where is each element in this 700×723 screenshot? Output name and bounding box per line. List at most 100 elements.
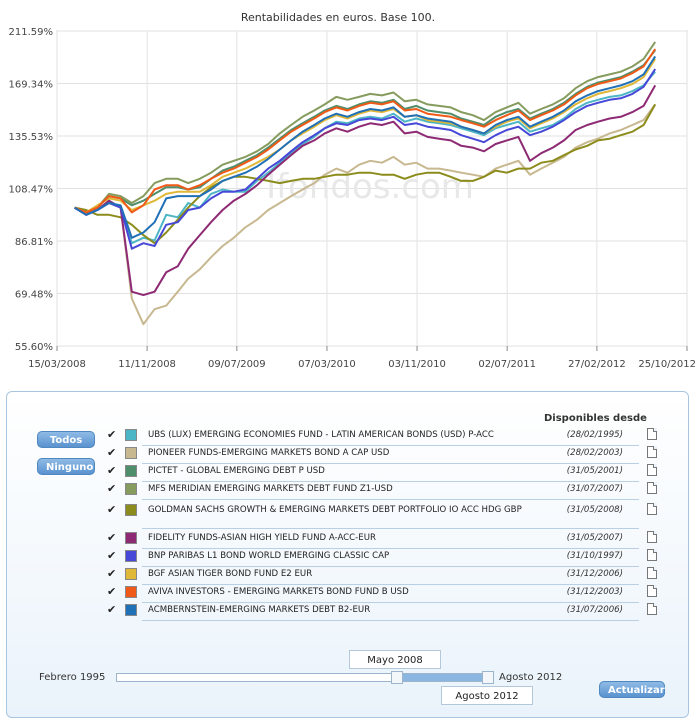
- document-icon[interactable]: [647, 567, 657, 579]
- x-tick-label: 25/10/2012: [638, 359, 696, 370]
- document-icon[interactable]: [647, 482, 657, 494]
- fund-available-date: (28/02/1995): [566, 430, 623, 440]
- series-line-fidelity-funds-asian-high-yield-fund-a-a: [74, 84, 657, 297]
- fund-row: ✔ MFS MERIDIAN EMERGING MARKETS DEBT FUND…: [107, 481, 687, 500]
- fund-available-date: (31/05/2007): [566, 533, 623, 543]
- fund-color-swatch: [125, 568, 137, 580]
- fund-row: ✔ PIONEER FUNDS-EMERGING MARKETS BOND A C…: [107, 445, 687, 464]
- fund-checkbox[interactable]: ✔: [107, 503, 117, 516]
- fund-checkbox[interactable]: ✔: [107, 567, 117, 580]
- series-line-goldman-sachs-growth-emerging-markets-de: [74, 103, 657, 245]
- x-tick-label: 09/07/2009: [208, 359, 266, 370]
- fund-available-date: (31/05/2008): [566, 505, 623, 515]
- fund-name: PIONEER FUNDS-EMERGING MARKETS BOND A CA…: [148, 448, 390, 458]
- update-button[interactable]: Actualizar: [599, 681, 665, 698]
- range-from-value: Mayo 2008: [349, 650, 441, 669]
- fund-color-swatch: [125, 604, 137, 616]
- fund-name: AVIVA INVESTORS - EMERGING MARKETS BOND …: [148, 587, 409, 597]
- fund-selector-panel: Todos Ninguno Disponibles desde ✔ UBS (LU…: [6, 391, 689, 718]
- fund-row: ✔ FIDELITY FUNDS-ASIAN HIGH YIELD FUND A-…: [107, 530, 687, 549]
- fund-available-date: (31/10/1997): [566, 551, 623, 561]
- date-range-slider[interactable]: [116, 671, 494, 684]
- fund-name: FIDELITY FUNDS-ASIAN HIGH YIELD FUND A-A…: [148, 533, 376, 543]
- fund-color-swatch: [125, 532, 137, 544]
- series-line-acmbernstein-emerging-markets-debt-b2-eu: [74, 55, 657, 239]
- document-icon[interactable]: [647, 446, 657, 458]
- series-line-mfs-meridian-emerging-markets-debt-fund-: [74, 41, 657, 214]
- document-icon[interactable]: [647, 428, 657, 440]
- fund-available-date: (28/02/2003): [566, 448, 623, 458]
- series-line-bgf-asian-tiger-bond-fund-e2-eur: [74, 58, 657, 214]
- fund-checkbox[interactable]: ✔: [107, 549, 117, 562]
- x-tick-label: 07/03/2010: [298, 359, 356, 370]
- fund-row: ✔ GOLDMAN SACHS GROWTH & EMERGING MARKETS…: [107, 502, 687, 529]
- y-axis: 211.59% 169.34% 135.53% 108.47% 86.81% 69.48%…: [9, 27, 54, 353]
- fund-checkbox[interactable]: ✔: [107, 446, 117, 459]
- fund-checkbox[interactable]: ✔: [107, 428, 117, 441]
- x-axis: 15/03/2008 11/11/2008 09/07/2009 07/03/2010…: [28, 346, 696, 370]
- x-tick-label: 15/03/2008: [28, 359, 86, 370]
- x-tick-label: 27/02/2012: [568, 359, 626, 370]
- series-line-pictet-global-emerging-debt-p-usd: [74, 49, 656, 214]
- fund-color-swatch: [125, 550, 137, 562]
- series-line-aviva-investors-emerging-markets-bond-fu: [74, 48, 657, 214]
- slider-end-handle[interactable]: [482, 671, 494, 684]
- y-tick-label: 108.47%: [9, 184, 54, 195]
- fund-available-date: (31/12/2003): [566, 587, 623, 597]
- select-all-button[interactable]: Todos: [37, 431, 95, 448]
- document-icon[interactable]: [647, 503, 657, 515]
- fund-checkbox[interactable]: ✔: [107, 482, 117, 495]
- fund-available-date: (31/07/2006): [566, 605, 623, 615]
- fund-name: BGF ASIAN TIGER BOND FUND E2 EUR: [148, 569, 313, 579]
- fund-name: ACMBERNSTEIN-EMERGING MARKETS DEBT B2-EU…: [148, 605, 371, 615]
- fund-name: UBS (LUX) EMERGING ECONOMIES FUND - LATI…: [148, 430, 494, 440]
- fund-checkbox[interactable]: ✔: [107, 531, 117, 544]
- fund-name: MFS MERIDIAN EMERGING MARKETS DEBT FUND …: [148, 484, 393, 494]
- slider-start-handle[interactable]: [391, 671, 403, 684]
- x-tick-label: 03/11/2010: [388, 359, 446, 370]
- fund-color-swatch: [125, 586, 137, 598]
- series-lines: [74, 41, 657, 326]
- fund-checkbox[interactable]: ✔: [107, 603, 117, 616]
- fund-color-swatch: [125, 429, 137, 441]
- document-icon[interactable]: [647, 531, 657, 543]
- series-line-bnp-paribas-l1-bond-world-emerging-class: [74, 68, 657, 250]
- fund-name: PICTET - GLOBAL EMERGING DEBT P USD: [148, 466, 325, 476]
- y-tick-label: 55.60%: [15, 342, 53, 353]
- document-icon[interactable]: [647, 549, 657, 561]
- fund-row: ✔ PICTET - GLOBAL EMERGING DEBT P USD (31/…: [107, 463, 687, 482]
- chart-title: Rentabilidades en euros. Base 100.: [241, 11, 435, 24]
- fund-name: GOLDMAN SACHS GROWTH & EMERGING MARKETS …: [148, 505, 522, 515]
- fund-color-swatch: [125, 483, 137, 495]
- slider-selected-range: [397, 674, 493, 681]
- range-to-value: Agosto 2012: [441, 686, 533, 705]
- fund-checkbox[interactable]: ✔: [107, 585, 117, 598]
- x-tick-label: 02/07/2011: [478, 359, 536, 370]
- series-line-ubs-lux-emerging-economies-fund-latin-am: [74, 71, 656, 245]
- fund-row: ✔ AVIVA INVESTORS - EMERGING MARKETS BOND…: [107, 584, 687, 603]
- fund-color-swatch: [125, 447, 137, 459]
- slider-max-label: Agosto 2012: [499, 672, 563, 683]
- document-icon[interactable]: [647, 585, 657, 597]
- fund-row: ✔ ACMBERNSTEIN-EMERGING MARKETS DEBT B2-E…: [107, 602, 687, 621]
- document-icon[interactable]: [647, 603, 657, 615]
- fund-color-swatch: [125, 465, 137, 477]
- y-tick-label: 169.34%: [9, 79, 54, 90]
- document-icon[interactable]: [647, 464, 657, 476]
- y-tick-label: 135.53%: [9, 132, 54, 143]
- fund-available-date: (31/07/2007): [566, 484, 623, 494]
- fund-name: BNP PARIBAS L1 BOND WORLD EMERGING CLASS…: [148, 551, 390, 561]
- series-line-pioneer-funds-emerging-markets-bond-a-ca: [74, 103, 657, 326]
- select-none-button[interactable]: Ninguno: [37, 458, 95, 475]
- fund-available-date: (31/05/2001): [566, 466, 623, 476]
- fund-row: ✔ BNP PARIBAS L1 BOND WORLD EMERGING CLAS…: [107, 548, 687, 567]
- x-tick-label: 11/11/2008: [118, 359, 176, 370]
- y-tick-label: 211.59%: [9, 27, 54, 38]
- y-tick-label: 69.48%: [15, 289, 53, 300]
- fund-color-swatch: [125, 504, 137, 516]
- available-since-header: Disponibles desde: [544, 413, 647, 424]
- fund-checkbox[interactable]: ✔: [107, 464, 117, 477]
- fund-row: ✔ UBS (LUX) EMERGING ECONOMIES FUND - LAT…: [107, 427, 687, 446]
- fund-available-date: (31/12/2006): [566, 569, 623, 579]
- performance-chart: Rentabilidades en euros. Base 100. Ifond…: [9, 11, 697, 370]
